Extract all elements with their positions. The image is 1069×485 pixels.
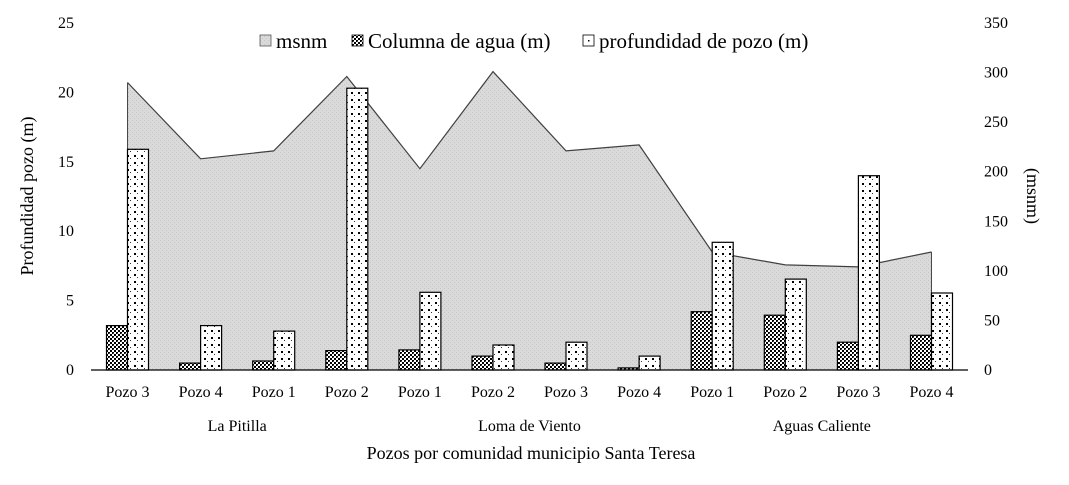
x-category-label: Pozo 3 bbox=[106, 384, 150, 401]
x-axis-category-labels: Pozo 3 Pozo 4 Pozo 1 Pozo 2 Pozo 1 Pozo 2 Pozo… bbox=[106, 384, 954, 401]
left-y-tick-label: 15 bbox=[58, 154, 74, 171]
x-category-label: Pozo 1 bbox=[398, 384, 442, 401]
x-group-label: Aguas Caliente bbox=[773, 418, 871, 435]
legend-swatch-msnm-icon bbox=[259, 34, 272, 47]
bar-columna-de-agua bbox=[398, 349, 421, 371]
x-category-label: Pozo 4 bbox=[910, 384, 954, 401]
msnm-area-line bbox=[127, 70, 932, 268]
bar-series bbox=[105, 87, 954, 371]
right-y-tick-label: 250 bbox=[984, 114, 1008, 131]
bar-columna-de-agua bbox=[763, 314, 786, 371]
x-category-label: Pozo 1 bbox=[252, 384, 296, 401]
msnm-area-series bbox=[127, 70, 932, 370]
bar-profundidad-de-pozo bbox=[346, 87, 369, 371]
right-y-tick-label: 200 bbox=[984, 164, 1008, 181]
x-category-label: Pozo 3 bbox=[836, 384, 880, 401]
x-group-label: Loma de Viento bbox=[478, 418, 581, 435]
bar-columna-de-agua bbox=[471, 355, 494, 371]
x-axis-group-labels: La Pitilla Loma de Viento Aguas Caliente bbox=[208, 418, 871, 435]
bar-columna-de-agua bbox=[105, 325, 129, 371]
bar-profundidad-de-pozo bbox=[419, 291, 442, 371]
right-y-axis-title: (msnm) bbox=[1022, 168, 1043, 224]
legend-item-msnm: msnm bbox=[259, 29, 327, 53]
right-y-tick-label: 100 bbox=[984, 263, 1008, 280]
left-y-tick-label: 5 bbox=[66, 293, 74, 310]
legend-swatch-dot-icon bbox=[588, 40, 590, 42]
right-y-axis-ticks: 0 50 100 150 200 250 300 350 bbox=[984, 15, 1008, 379]
right-y-tick-label: 50 bbox=[984, 312, 1000, 329]
bar-columna-de-agua bbox=[836, 341, 860, 371]
left-y-tick-label: 0 bbox=[66, 362, 74, 379]
bar-profundidad-de-pozo bbox=[273, 330, 296, 371]
left-y-tick-label: 20 bbox=[58, 84, 74, 101]
bar-profundidad-de-pozo bbox=[565, 341, 588, 371]
x-axis-title: Pozos por comunidad municipio Santa Tere… bbox=[367, 443, 696, 463]
left-y-tick-label: 25 bbox=[58, 15, 74, 32]
bar-columna-de-agua bbox=[252, 360, 275, 371]
x-group-label: La Pitilla bbox=[208, 418, 267, 435]
left-y-axis-title: Profundidad pozo (m) bbox=[17, 117, 38, 276]
legend-label-columna: Columna de agua (m) bbox=[368, 29, 551, 53]
bar-profundidad-de-pozo bbox=[200, 325, 223, 371]
x-category-label: Pozo 2 bbox=[763, 384, 807, 401]
right-y-tick-label: 350 bbox=[984, 15, 1008, 32]
bar-columna-de-agua bbox=[690, 311, 713, 371]
bar-profundidad-de-pozo bbox=[784, 278, 807, 371]
x-category-label: Pozo 2 bbox=[471, 384, 515, 401]
legend-item-columna: Columna de agua (m) bbox=[351, 29, 551, 53]
right-y-tick-label: 300 bbox=[984, 65, 1008, 82]
legend-item-profundidad: profundidad de pozo (m) bbox=[582, 29, 808, 53]
msnm-area-fill bbox=[127, 71, 932, 370]
bar-profundidad-de-pozo bbox=[930, 292, 954, 371]
bar-profundidad-de-pozo bbox=[638, 355, 661, 371]
bar-columna-de-agua bbox=[179, 362, 202, 371]
x-category-label: Pozo 1 bbox=[690, 384, 734, 401]
legend-label-profundidad: profundidad de pozo (m) bbox=[599, 29, 808, 53]
x-category-label: Pozo 4 bbox=[179, 384, 223, 401]
bar-columna-de-agua bbox=[544, 362, 567, 371]
legend: msnm Columna de agua (m) profundidad de … bbox=[259, 29, 808, 53]
bar-profundidad-de-pozo bbox=[126, 148, 150, 371]
bar-columna-de-agua bbox=[325, 350, 348, 371]
legend-label-msnm: msnm bbox=[276, 29, 327, 53]
bar-profundidad-de-pozo bbox=[857, 175, 881, 371]
left-y-axis-ticks: 0 5 10 15 20 25 bbox=[58, 15, 74, 379]
right-y-tick-label: 150 bbox=[984, 213, 1008, 230]
legend-swatch-columna-icon bbox=[351, 34, 364, 47]
right-y-tick-label: 0 bbox=[984, 362, 992, 379]
x-category-label: Pozo 4 bbox=[617, 384, 661, 401]
bar-columna-de-agua bbox=[909, 334, 933, 371]
left-y-tick-label: 10 bbox=[58, 223, 74, 240]
bar-profundidad-de-pozo bbox=[492, 344, 515, 371]
x-category-label: Pozo 3 bbox=[544, 384, 588, 401]
x-category-label: Pozo 2 bbox=[325, 384, 369, 401]
bar-profundidad-de-pozo bbox=[711, 241, 734, 371]
